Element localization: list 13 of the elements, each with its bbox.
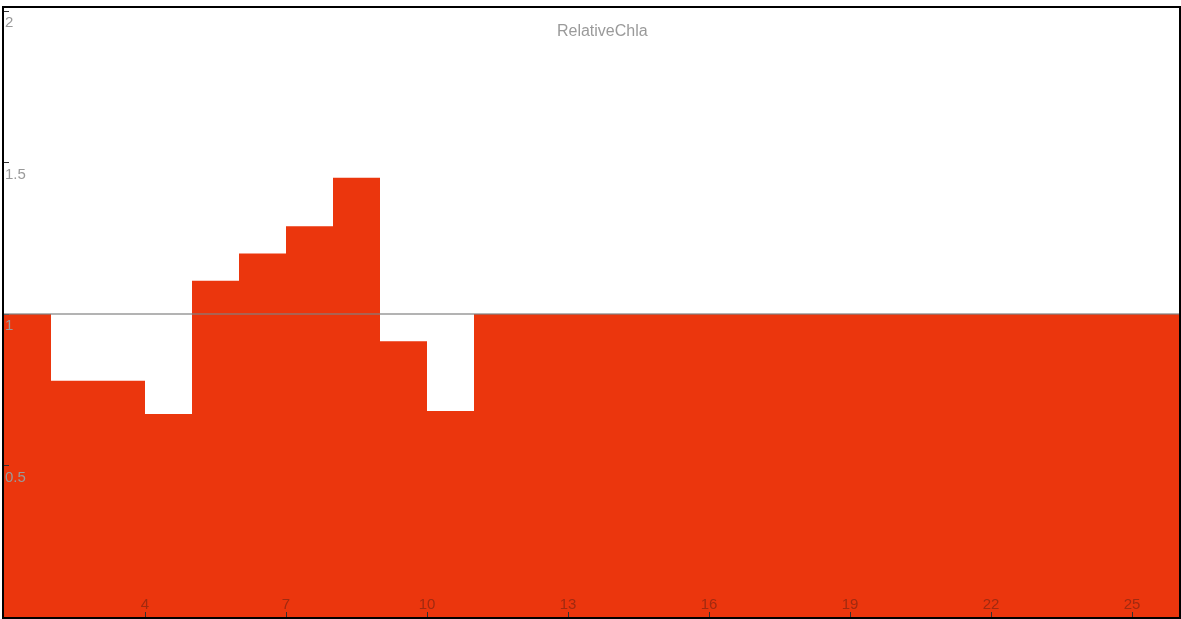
x-tick-label: 25 [1123, 595, 1141, 612]
x-tick-label: 13 [559, 595, 577, 612]
y-tick-label: 1 [5, 316, 14, 334]
x-tick-label: 4 [140, 595, 150, 612]
y-tick-label: 0.5 [5, 467, 26, 485]
x-tick-label: 10 [418, 595, 436, 612]
text: RelativeChla [556, 21, 648, 39]
x-tick-label: 7 [281, 595, 291, 612]
x-tick-label: 16 [700, 595, 718, 612]
x-tick-label: 22 [982, 595, 1000, 612]
x-tick-label: 19 [841, 595, 859, 612]
y-tick-label: 2 [5, 13, 14, 31]
y-tick-label: 1.5 [5, 164, 26, 182]
